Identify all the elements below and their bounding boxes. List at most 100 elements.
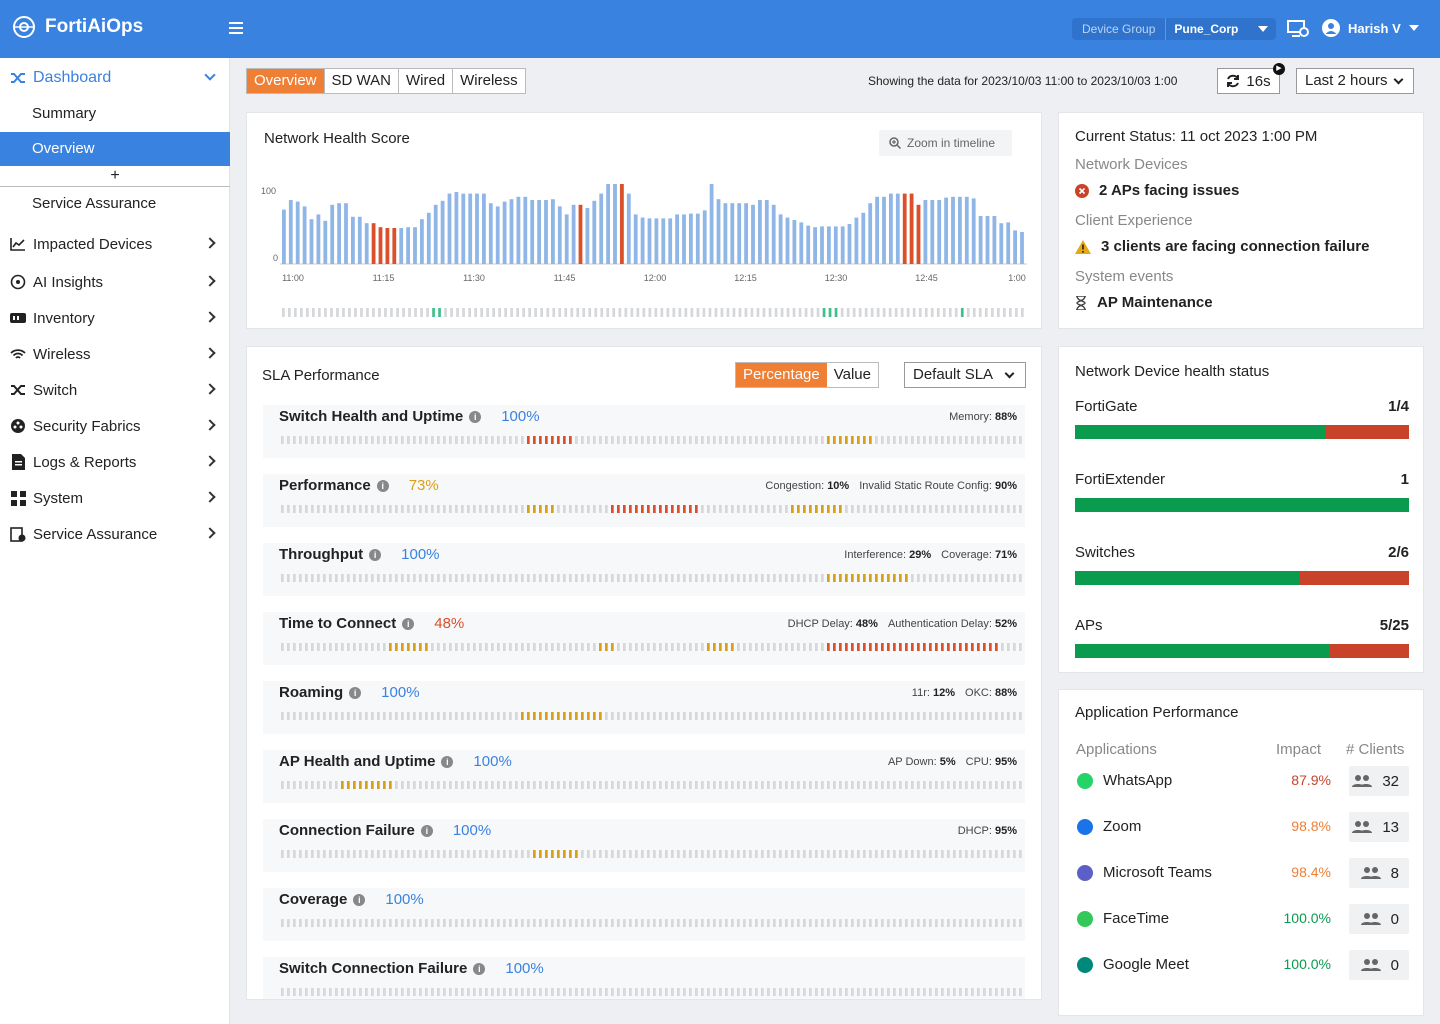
app-row[interactable]: Zoom 98.8% 13 — [1075, 812, 1409, 842]
health-bar[interactable] — [806, 225, 811, 264]
logo[interactable]: FortiAiOps — [12, 15, 143, 39]
user-menu[interactable]: Harish V — [1322, 19, 1419, 37]
health-bar[interactable] — [971, 198, 976, 264]
health-bar[interactable] — [744, 203, 748, 264]
tab-sd-wan[interactable]: SD WAN — [325, 69, 399, 93]
health-bar[interactable] — [799, 222, 804, 264]
health-bar[interactable] — [654, 218, 659, 264]
health-bar[interactable] — [447, 193, 452, 264]
health-bar[interactable] — [516, 196, 521, 264]
health-bar[interactable] — [316, 214, 321, 264]
info-icon[interactable]: i — [353, 893, 366, 906]
health-bar[interactable] — [578, 204, 583, 264]
health-bar[interactable] — [495, 206, 500, 264]
health-bar[interactable] — [385, 228, 390, 264]
health-bar[interactable] — [551, 199, 555, 264]
zoom-timeline-button[interactable]: Zoom in timeline — [879, 130, 1012, 156]
health-bar[interactable] — [785, 217, 790, 264]
sidebar-item-ai-insights[interactable]: AI Insights — [0, 264, 230, 300]
health-bar[interactable] — [827, 226, 831, 264]
sla-row[interactable]: Roaming i 100% 11r: 12% OKC: 88% — [263, 681, 1025, 734]
device-health-row[interactable]: APs 5/25 — [1075, 617, 1409, 658]
health-bar[interactable] — [992, 216, 997, 264]
sla-row[interactable]: AP Health and Uptime i 100% AP Down: 5% CPU:… — [263, 750, 1025, 803]
health-bar[interactable] — [454, 192, 459, 264]
health-bar[interactable] — [564, 214, 569, 264]
health-bar[interactable] — [771, 204, 776, 264]
health-bar[interactable] — [482, 193, 486, 264]
health-bar[interactable] — [875, 196, 879, 264]
health-bar[interactable] — [468, 193, 473, 264]
health-bar[interactable] — [737, 203, 742, 264]
health-bar[interactable] — [682, 214, 686, 264]
device-settings-icon[interactable] — [1287, 19, 1309, 39]
health-bar[interactable] — [433, 204, 438, 264]
health-bar[interactable] — [689, 213, 693, 264]
menu-toggle-icon[interactable] — [229, 22, 243, 34]
health-bar[interactable] — [820, 226, 824, 264]
info-icon[interactable]: i — [369, 548, 382, 561]
health-bar[interactable] — [282, 209, 286, 264]
health-bar[interactable] — [847, 224, 852, 264]
sidebar-item-system[interactable]: System — [0, 480, 230, 516]
health-bar[interactable] — [523, 196, 528, 264]
info-icon[interactable]: i — [376, 479, 389, 492]
sidebar-subitem-summary[interactable]: Summary — [32, 105, 97, 122]
health-bar[interactable] — [440, 200, 445, 264]
health-bar[interactable] — [537, 200, 541, 264]
health-bar[interactable] — [378, 227, 383, 264]
health-bar[interactable] — [723, 203, 728, 264]
health-bar[interactable] — [951, 196, 955, 264]
device-health-row[interactable]: Switches 2/6 — [1075, 544, 1409, 585]
health-bar[interactable] — [709, 184, 714, 264]
info-icon[interactable]: i — [469, 410, 482, 423]
health-bar[interactable] — [758, 200, 762, 264]
sidebar-subitem-service-assurance[interactable]: Service Assurance — [32, 195, 157, 212]
tab-wireless[interactable]: Wireless — [460, 72, 518, 89]
health-bar[interactable] — [413, 227, 417, 264]
sidebar-item-wireless[interactable]: Wireless — [0, 336, 230, 372]
info-icon[interactable]: i — [349, 686, 362, 699]
health-bar[interactable] — [351, 216, 355, 264]
health-score-chart[interactable]: 100 0 11:00 11:15 11:30 11:45 12:00 12:15 12:3… — [247, 113, 1043, 330]
pause-icon[interactable]: ▶ — [1273, 63, 1285, 75]
health-bar[interactable] — [502, 201, 507, 264]
health-bar[interactable] — [399, 228, 404, 264]
info-icon[interactable]: i — [402, 617, 415, 630]
health-bar[interactable] — [937, 200, 942, 264]
tab-overview[interactable]: Overview — [247, 69, 325, 93]
health-bar[interactable] — [751, 204, 755, 264]
health-bar[interactable] — [364, 223, 369, 264]
health-bar[interactable] — [792, 220, 797, 264]
health-bar[interactable] — [426, 212, 431, 264]
app-row[interactable]: Google Meet 100.0% 0 — [1075, 950, 1409, 980]
sidebar-item-dashboard[interactable]: Dashboard — [0, 60, 230, 96]
add-icon[interactable]: + — [110, 167, 120, 184]
info-icon[interactable]: i — [441, 755, 454, 768]
health-bar[interactable] — [344, 203, 348, 264]
health-bar[interactable] — [626, 193, 631, 264]
sidebar-item-impacted-devices[interactable]: Impacted Devices — [0, 226, 230, 262]
app-row[interactable]: Microsoft Teams 98.4% 8 — [1075, 858, 1409, 888]
sla-row[interactable]: Throughput i 100% Interference: 29% Coverage… — [263, 543, 1025, 596]
health-bar[interactable] — [544, 200, 548, 264]
device-group-select[interactable]: Device Group Pune_Corp — [1072, 18, 1276, 40]
health-bar[interactable] — [661, 218, 666, 264]
status-client-experience[interactable]: 3 clients are facing connection failure — [1075, 238, 1369, 255]
health-bar[interactable] — [302, 206, 307, 264]
sidebar-item-security-fabrics[interactable]: Security Fabrics — [0, 408, 230, 444]
sidebar-item-logs-reports[interactable]: Logs & Reports — [0, 444, 230, 480]
health-bar[interactable] — [509, 199, 514, 264]
sla-row[interactable]: Connection Failure i 100% DHCP: 95% — [263, 819, 1025, 872]
health-bar[interactable] — [978, 216, 983, 264]
health-bar[interactable] — [613, 184, 617, 264]
health-bar[interactable] — [889, 193, 893, 264]
health-bar[interactable] — [475, 193, 479, 264]
info-icon[interactable]: i — [420, 824, 433, 837]
sla-row[interactable]: Time to Connect i 48% DHCP Delay: 48% Authen… — [263, 612, 1025, 665]
sla-row[interactable]: Switch Connection Failure i 100% — [263, 957, 1025, 999]
health-bar[interactable] — [633, 214, 638, 264]
app-clients-badge[interactable]: 0 — [1349, 950, 1409, 980]
health-bar[interactable] — [337, 203, 341, 264]
health-bar[interactable] — [868, 203, 873, 264]
